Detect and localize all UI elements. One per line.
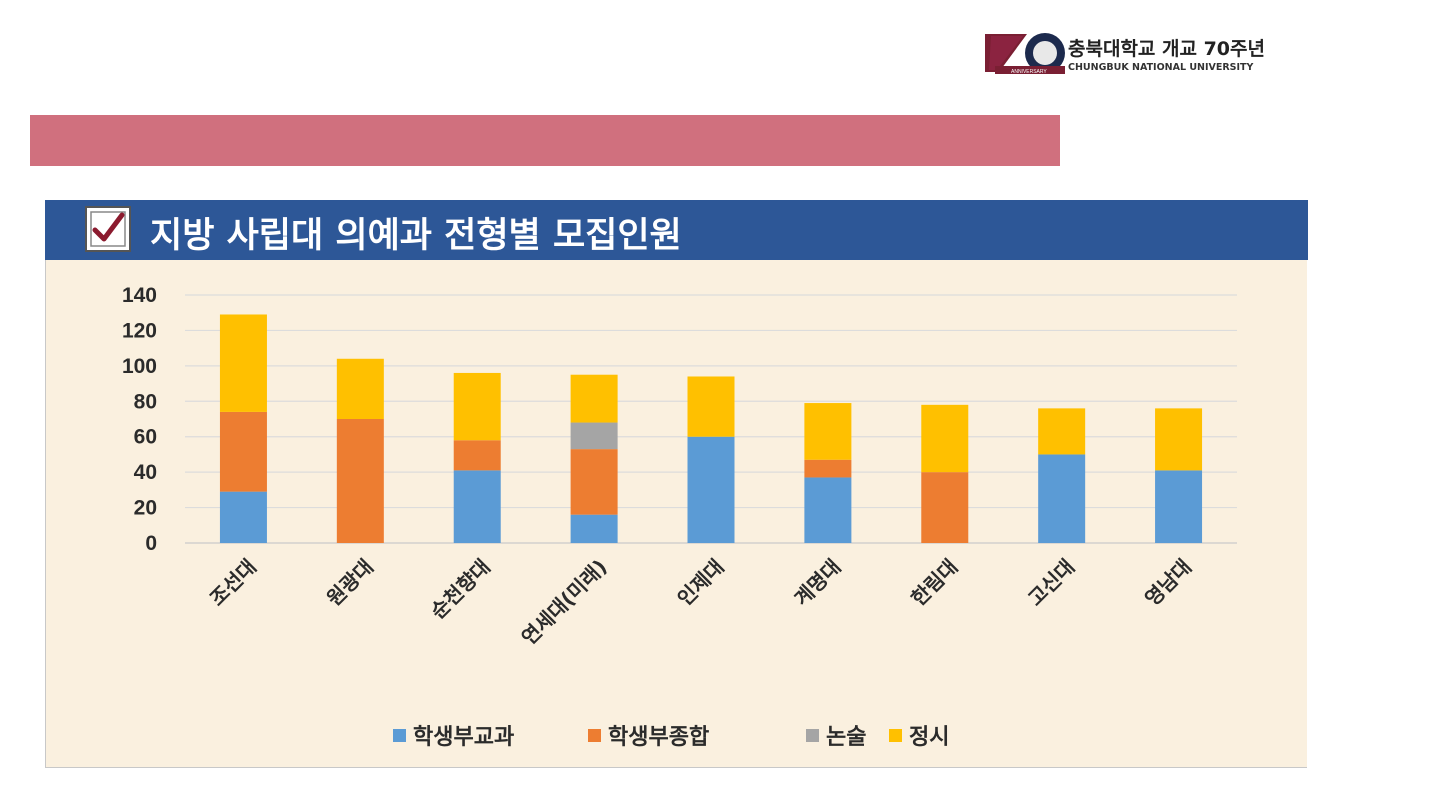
x-category-label: 계명대: [789, 555, 845, 611]
y-tick-label: 100: [122, 355, 157, 378]
logo-subtitle: CHUNGBUK NATIONAL UNIVERSITY: [1068, 62, 1254, 73]
bar-segment: [336, 419, 384, 543]
y-tick-label: 120: [122, 319, 157, 342]
y-tick-label: 20: [134, 497, 157, 520]
bar-segment: [219, 411, 267, 492]
bars: [219, 314, 1203, 543]
bar-segment: [570, 374, 618, 423]
bar-segment: [1155, 408, 1203, 471]
bar-segment: [219, 491, 267, 543]
x-axis-categories: 조선대 원광대 순천향대 연세대(미래) 인제대 계명대 한림대 고신대 영남대: [205, 555, 1196, 650]
bar-segment: [570, 449, 618, 515]
legend-swatch: [393, 729, 406, 742]
legend-label: 정시: [909, 725, 949, 750]
bar-segment: [570, 422, 618, 450]
x-category-label: 조선대: [205, 555, 261, 611]
bar-segment: [219, 314, 267, 412]
bar-segment: [804, 477, 852, 543]
bar-segment: [1038, 408, 1086, 455]
bar-segment: [921, 404, 969, 473]
logo-text: 충북대학교 개교 70주년 CHUNGBUK NATIONAL UNIVERSI…: [1068, 34, 1265, 73]
logo-ribbon-text: ANNIVERSARY: [1011, 69, 1047, 75]
legend-label: 학생부교과: [413, 725, 514, 750]
x-category-label: 순천향대: [426, 555, 495, 624]
legend-label: 학생부종합: [608, 724, 709, 750]
bar-segment: [687, 376, 735, 437]
chart-header: [45, 200, 1308, 260]
bar-segment: [453, 440, 501, 471]
legend-swatch: [588, 729, 601, 742]
logo-title: 충북대학교 개교 70주년: [1068, 38, 1265, 60]
bar-segment: [804, 459, 852, 478]
bar-segment: [921, 472, 969, 543]
legend-label: 논술: [826, 725, 866, 750]
title-banner: [30, 115, 1060, 166]
legend-swatch: [806, 729, 819, 742]
bar-segment: [1038, 454, 1086, 543]
y-tick-label: 60: [134, 426, 157, 449]
x-category-label: 인제대: [673, 555, 729, 611]
x-category-label: 원광대: [322, 555, 378, 611]
legend: 학생부교과 학생부종합 논술 정시: [393, 724, 949, 750]
bar-segment: [453, 372, 501, 441]
bar-segment: [453, 470, 501, 543]
university-70th-anniversary-logo: ANNIVERSARY: [985, 33, 1065, 75]
y-tick-label: 140: [122, 284, 157, 307]
x-category-label: 고신대: [1023, 555, 1079, 611]
y-tick-label: 80: [134, 390, 157, 413]
x-category-label: 연세대(미래): [517, 555, 612, 650]
x-category-label: 영남대: [1140, 555, 1196, 611]
bar-segment: [1155, 470, 1203, 543]
y-tick-label: 0: [145, 532, 157, 555]
bar-segment: [804, 403, 852, 460]
bar-segment: [687, 436, 735, 543]
legend-swatch: [889, 729, 902, 742]
checkbox-checked-icon: [85, 206, 131, 252]
chart-title: 지방 사립대 의예과 전형별 모집인원: [150, 216, 682, 256]
x-category-label: 한림대: [906, 555, 962, 611]
y-axis-ticks: 0 20 40 60 80 100 120 140: [122, 284, 157, 555]
y-tick-label: 40: [134, 461, 157, 484]
bar-segment: [336, 358, 384, 419]
bar-segment: [570, 514, 618, 543]
